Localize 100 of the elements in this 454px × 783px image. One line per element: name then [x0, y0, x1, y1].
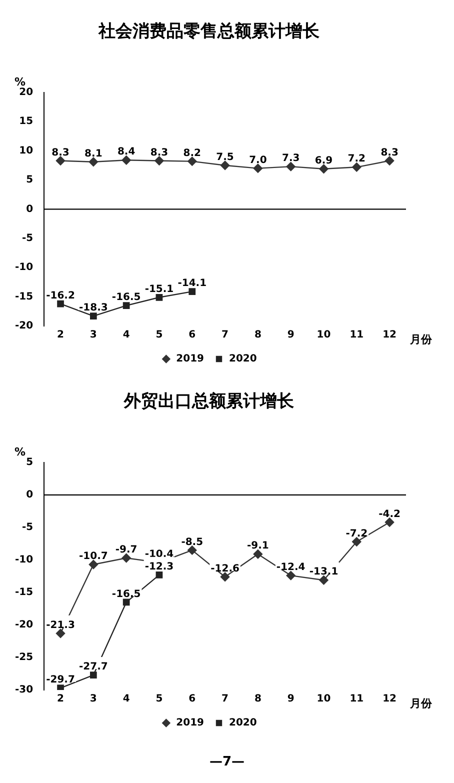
legend-label: 2019 — [176, 718, 204, 729]
y-tick-label: -5 — [22, 522, 34, 534]
data-label: -15.1 — [144, 284, 174, 295]
point — [352, 162, 362, 172]
x-tick-label: 7 — [222, 694, 229, 705]
x-tick-label: 4 — [122, 694, 130, 705]
x-tick-label: 2 — [57, 694, 64, 705]
point — [156, 294, 163, 301]
x-tick-label: 5 — [156, 694, 163, 705]
chart-title: 社会消费品零售总额累计增长 — [98, 22, 320, 42]
y-tick-label: -10 — [14, 554, 34, 566]
y-axis-title: % — [14, 75, 26, 88]
data-label: -29.7 — [46, 674, 75, 686]
x-tick-label: 5 — [156, 330, 163, 341]
x-axis-title: 月份 — [409, 332, 433, 346]
point — [57, 684, 64, 690]
data-label: 7.5 — [216, 152, 234, 163]
legend-label: 2020 — [229, 718, 257, 729]
x-tick-label: 3 — [90, 694, 97, 705]
y-tick-label: 0 — [26, 204, 34, 215]
data-label: 8.3 — [380, 147, 398, 158]
data-label: 7.2 — [348, 154, 366, 165]
y-tick-label: -25 — [14, 652, 34, 664]
point — [90, 672, 97, 678]
data-label: -8.5 — [181, 536, 204, 548]
y-tick-label: -15 — [14, 291, 34, 302]
x-tick-label: 8 — [254, 330, 262, 341]
x-tick-label: 2 — [57, 330, 64, 341]
point — [88, 157, 98, 166]
x-tick-label: 12 — [382, 694, 397, 705]
data-label: -4.2 — [378, 508, 401, 520]
y-tick-label: 20 — [19, 86, 34, 98]
data-label: -12.3 — [144, 561, 174, 572]
data-label: 6.9 — [314, 156, 333, 166]
data-label: 8.3 — [52, 147, 70, 158]
data-label: 8.4 — [117, 146, 136, 158]
data-label: -16.5 — [112, 292, 141, 304]
x-tick-label: 11 — [350, 330, 364, 341]
data-label: 8.2 — [183, 148, 202, 159]
point — [122, 302, 130, 309]
data-label: -12.6 — [210, 563, 240, 574]
data-label: 8.1 — [84, 148, 102, 160]
y-tick-label: 5 — [26, 456, 34, 468]
point — [188, 288, 196, 295]
legend-label: 2020 — [229, 354, 257, 365]
point — [220, 160, 230, 170]
y-tick-label: -30 — [14, 684, 34, 696]
x-tick-label: 7 — [222, 330, 229, 341]
x-tick-label: 11 — [350, 694, 364, 705]
y-tick-label: 15 — [19, 116, 34, 128]
x-tick-label: 6 — [188, 694, 196, 705]
data-label: -14.1 — [178, 278, 207, 290]
point — [90, 312, 97, 320]
x-tick-label: 10 — [316, 330, 331, 341]
x-tick-label: 8 — [254, 694, 262, 705]
data-label: -13.1 — [309, 566, 338, 578]
x-tick-label: 9 — [287, 694, 294, 705]
x-axis-title: 月份 — [409, 696, 433, 710]
legend-label: 2019 — [176, 354, 204, 365]
data-label: -9.1 — [247, 540, 269, 552]
data-label: 8.3 — [150, 147, 168, 158]
point — [384, 518, 394, 527]
point — [154, 156, 164, 166]
point — [319, 576, 328, 585]
point — [253, 164, 263, 173]
y-tick-label: -20 — [14, 620, 34, 631]
y-tick-label: 10 — [19, 145, 34, 156]
y-tick-label: 5 — [26, 174, 34, 186]
data-label: -12.4 — [276, 562, 306, 574]
x-tick-label: 4 — [122, 330, 130, 341]
y-tick-label: -10 — [14, 262, 34, 274]
point — [56, 156, 66, 166]
y-tick-label: 0 — [26, 490, 34, 501]
data-label: -18.3 — [79, 302, 108, 314]
point — [156, 571, 163, 578]
point — [220, 572, 230, 582]
data-label: 7.3 — [282, 153, 300, 164]
point — [286, 570, 296, 580]
x-tick-label: 9 — [287, 330, 294, 341]
x-tick-label: 3 — [90, 330, 97, 341]
text: —7— — [209, 754, 245, 770]
point — [88, 560, 98, 570]
point — [253, 549, 263, 559]
y-tick-label: -20 — [14, 320, 34, 332]
point — [57, 300, 64, 308]
point — [352, 537, 362, 546]
point — [319, 164, 328, 174]
data-label: -10.7 — [79, 551, 108, 562]
data-label: -16.5 — [112, 588, 141, 600]
point — [122, 553, 131, 563]
data-label: -16.2 — [46, 290, 75, 302]
data-label: -21.3 — [46, 620, 75, 632]
data-label: -7.2 — [346, 528, 368, 540]
data-label: -9.7 — [115, 544, 138, 556]
y-axis-title: % — [14, 445, 26, 458]
y-tick-label: -15 — [14, 587, 34, 598]
x-tick-label: 6 — [188, 330, 196, 341]
data-label: 7.0 — [249, 154, 267, 166]
point — [188, 546, 197, 555]
point — [384, 156, 394, 166]
